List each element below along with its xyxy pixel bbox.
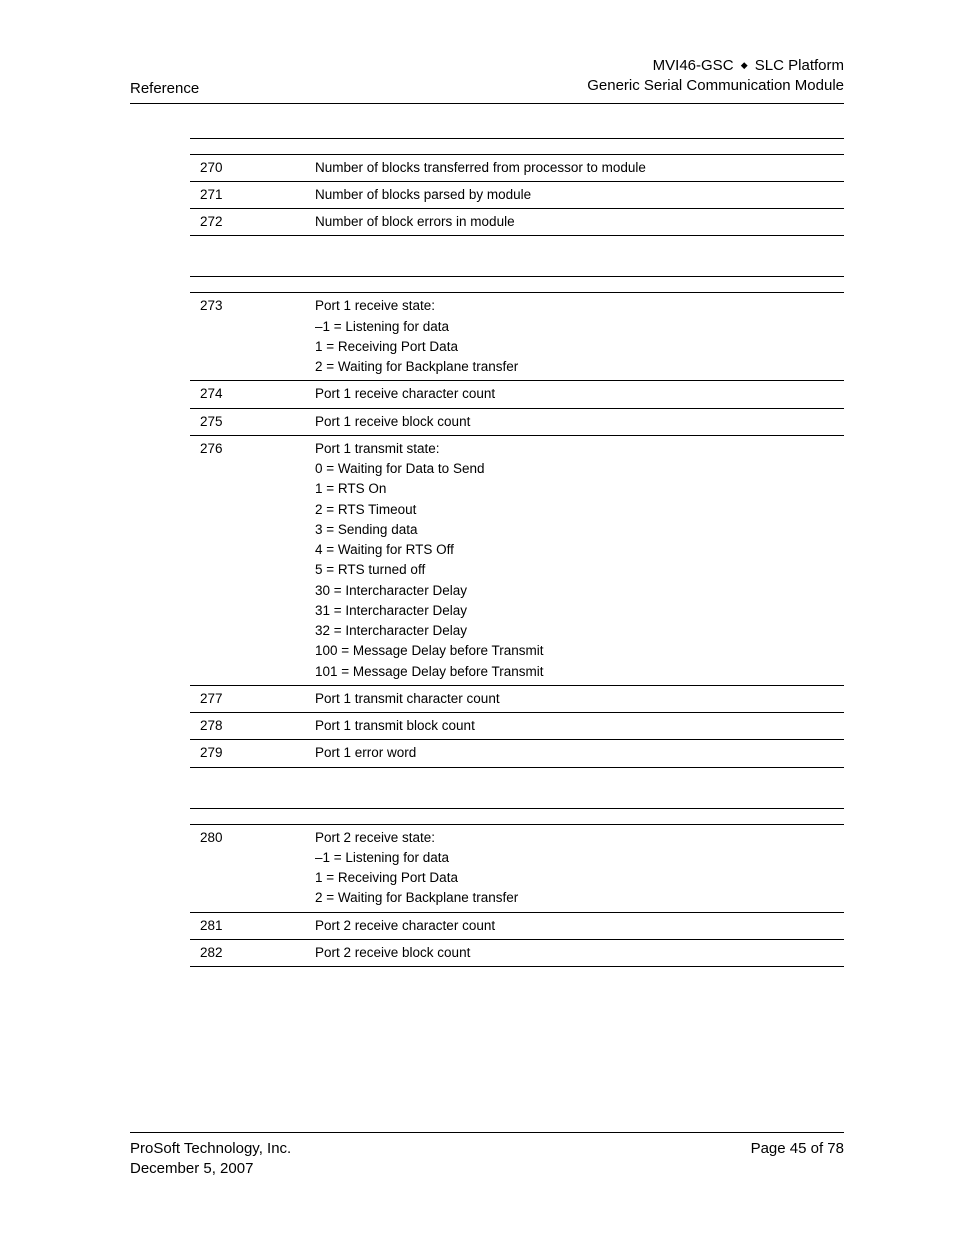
description-line: 1 = Receiving Port Data (315, 868, 844, 888)
register-offset: 280 (200, 828, 315, 909)
register-offset: 277 (200, 689, 315, 709)
description-line: Number of blocks transferred from proces… (315, 158, 844, 178)
description-line: 4 = Waiting for RTS Off (315, 540, 844, 560)
description-line: Port 1 transmit block count (315, 716, 844, 736)
description-line: 30 = Intercharacter Delay (315, 581, 844, 601)
description-line: Port 1 transmit state: (315, 439, 844, 459)
content-area: 270Number of blocks transferred from pro… (190, 138, 844, 968)
register-offset: 279 (200, 743, 315, 763)
description-line: Port 1 receive character count (315, 384, 844, 404)
table-row: 270Number of blocks transferred from pro… (190, 155, 844, 182)
description-line: 5 = RTS turned off (315, 560, 844, 580)
register-description: Port 1 error word (315, 743, 844, 763)
register-description: Port 2 receive block count (315, 943, 844, 963)
table-row: 275Port 1 receive block count (190, 409, 844, 436)
register-offset: 272 (200, 212, 315, 232)
description-line: 100 = Message Delay before Transmit (315, 641, 844, 661)
page-header: Reference MVI46-GSC ◆ SLC Platform Gener… (130, 56, 844, 104)
table-row: 281Port 2 receive character count (190, 913, 844, 940)
description-line: 32 = Intercharacter Delay (315, 621, 844, 641)
table-row: 273Port 1 receive state:–1 = Listening f… (190, 293, 844, 381)
description-line: 1 = RTS On (315, 479, 844, 499)
header-model: MVI46-GSC (653, 57, 734, 74)
table-row: 277Port 1 transmit character count (190, 686, 844, 713)
table-row: 276Port 1 transmit state:0 = Waiting for… (190, 436, 844, 686)
register-description: Number of blocks parsed by module (315, 185, 844, 205)
register-description: Port 1 transmit state:0 = Waiting for Da… (315, 439, 844, 682)
register-description: Port 1 receive character count (315, 384, 844, 404)
footer-page-number: Page 45 of 78 (751, 1139, 844, 1159)
register-table: 273Port 1 receive state:–1 = Listening f… (190, 276, 844, 767)
description-line: Number of blocks parsed by module (315, 185, 844, 205)
description-line: –1 = Listening for data (315, 848, 844, 868)
footer-date: December 5, 2007 (130, 1159, 291, 1179)
description-line: 2 = RTS Timeout (315, 500, 844, 520)
register-offset: 271 (200, 185, 315, 205)
footer-company: ProSoft Technology, Inc. (130, 1139, 291, 1159)
register-description: Number of blocks transferred from proces… (315, 158, 844, 178)
description-line: 2 = Waiting for Backplane transfer (315, 357, 844, 377)
register-description: Port 1 receive block count (315, 412, 844, 432)
description-line: Port 2 receive block count (315, 943, 844, 963)
register-offset: 275 (200, 412, 315, 432)
header-right: MVI46-GSC ◆ SLC Platform Generic Serial … (587, 56, 844, 97)
description-line: Port 2 receive character count (315, 916, 844, 936)
description-line: 1 = Receiving Port Data (315, 337, 844, 357)
table-row: 279Port 1 error word (190, 740, 844, 767)
description-line: 0 = Waiting for Data to Send (315, 459, 844, 479)
register-description: Port 1 transmit block count (315, 716, 844, 736)
description-line: 3 = Sending data (315, 520, 844, 540)
description-line: Port 1 transmit character count (315, 689, 844, 709)
page-footer: ProSoft Technology, Inc. December 5, 200… (130, 1132, 844, 1180)
description-line: Port 2 receive state: (315, 828, 844, 848)
description-line: 31 = Intercharacter Delay (315, 601, 844, 621)
register-offset: 273 (200, 296, 315, 377)
description-line: Port 1 receive block count (315, 412, 844, 432)
description-line: 101 = Message Delay before Transmit (315, 662, 844, 682)
table-row: 271Number of blocks parsed by module (190, 182, 844, 209)
register-description: Port 2 receive character count (315, 916, 844, 936)
register-offset: 276 (200, 439, 315, 682)
description-line: –1 = Listening for data (315, 317, 844, 337)
table-row: 278Port 1 transmit block count (190, 713, 844, 740)
description-line: 2 = Waiting for Backplane transfer (315, 888, 844, 908)
description-line: Number of block errors in module (315, 212, 844, 232)
diamond-icon: ◆ (741, 59, 748, 71)
register-table: 280Port 2 receive state:–1 = Listening f… (190, 808, 844, 968)
table-row: 280Port 2 receive state:–1 = Listening f… (190, 825, 844, 913)
register-offset: 274 (200, 384, 315, 404)
description-line: Port 1 receive state: (315, 296, 844, 316)
header-module-name: Generic Serial Communication Module (587, 76, 844, 96)
register-offset: 281 (200, 916, 315, 936)
register-description: Port 2 receive state:–1 = Listening for … (315, 828, 844, 909)
register-offset: 278 (200, 716, 315, 736)
register-description: Port 1 transmit character count (315, 689, 844, 709)
table-header-gap (190, 139, 844, 155)
description-line: Port 1 error word (315, 743, 844, 763)
header-section-title: Reference (130, 80, 199, 97)
register-offset: 270 (200, 158, 315, 178)
table-header-gap (190, 809, 844, 825)
table-row: 272Number of block errors in module (190, 209, 844, 236)
register-description: Port 1 receive state:–1 = Listening for … (315, 296, 844, 377)
header-platform: SLC Platform (755, 57, 844, 74)
table-header-gap (190, 277, 844, 293)
register-description: Number of block errors in module (315, 212, 844, 232)
table-row: 274Port 1 receive character count (190, 381, 844, 408)
register-offset: 282 (200, 943, 315, 963)
table-row: 282Port 2 receive block count (190, 940, 844, 967)
register-table: 270Number of blocks transferred from pro… (190, 138, 844, 237)
